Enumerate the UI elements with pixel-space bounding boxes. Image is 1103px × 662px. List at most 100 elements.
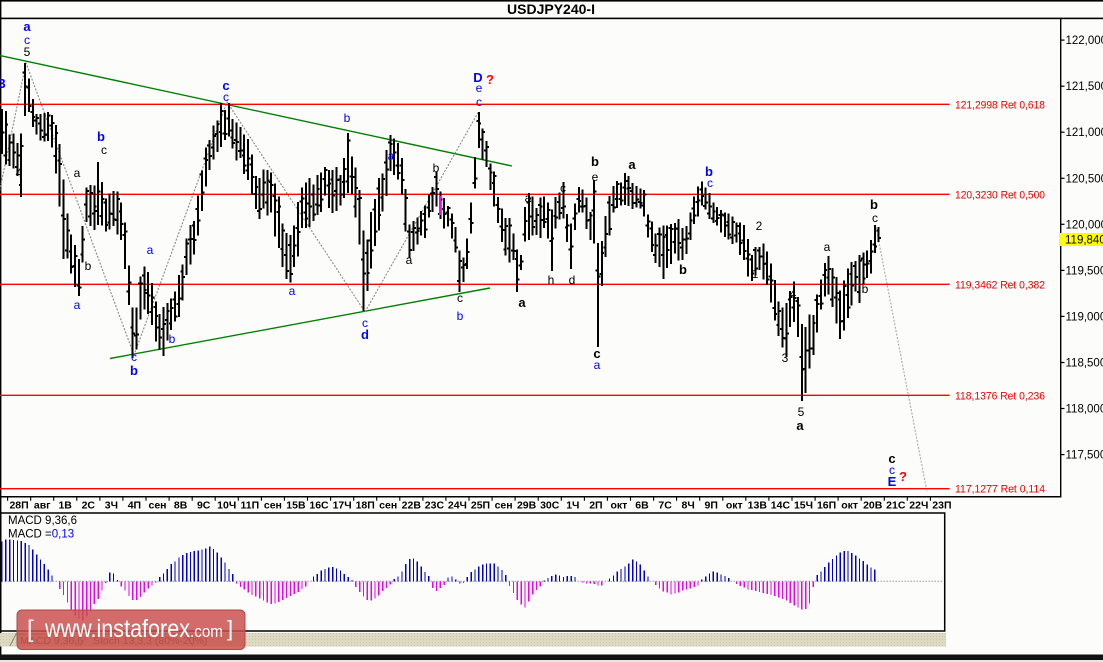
svg-text:www.instaforex: www.instaforex [44, 615, 190, 643]
svg-text:30С: 30С [540, 500, 560, 512]
svg-text:3Ч: 3Ч [105, 500, 118, 512]
svg-text:10Ч: 10Ч [217, 500, 236, 512]
svg-text:a: a [388, 149, 395, 163]
svg-text:b: b [85, 259, 92, 273]
svg-text:121,500: 121,500 [1066, 81, 1103, 93]
svg-text:25П: 25П [471, 500, 490, 512]
svg-text:d: d [361, 327, 369, 342]
svg-text:1В: 1В [58, 500, 72, 512]
svg-text:3: 3 [0, 76, 6, 91]
svg-text:a: a [525, 191, 532, 205]
svg-text:c: c [24, 33, 30, 47]
svg-text:e: e [592, 170, 599, 184]
svg-text:b: b [130, 363, 138, 378]
svg-text:119,3462 Ret 0,382: 119,3462 Ret 0,382 [955, 279, 1045, 291]
svg-text:118,500: 118,500 [1066, 358, 1103, 370]
svg-text:E: E [888, 474, 897, 489]
svg-text:MACD 9,36,6: MACD 9,36,6 [8, 515, 77, 527]
svg-text:20В: 20В [863, 500, 883, 512]
svg-text:119,500: 119,500 [1066, 265, 1103, 277]
svg-text:7С: 7С [658, 500, 672, 512]
svg-text:c: c [872, 211, 878, 225]
svg-text:h: h [548, 273, 555, 287]
svg-text:b: b [870, 197, 878, 212]
svg-text:b: b [433, 161, 440, 175]
svg-text:121,2998 Ret 0,618: 121,2998 Ret 0,618 [955, 99, 1045, 111]
svg-text:a: a [289, 284, 296, 298]
svg-text:8Ч: 8Ч [681, 500, 694, 512]
svg-text:120,3230 Ret 0,500: 120,3230 Ret 0,500 [955, 189, 1045, 201]
svg-text:c: c [707, 176, 713, 190]
svg-text:2П: 2П [589, 500, 602, 512]
svg-text:d: d [569, 273, 576, 287]
svg-text:6В: 6В [635, 500, 649, 512]
svg-text:c: c [888, 451, 895, 466]
svg-text:23П: 23П [932, 500, 951, 512]
svg-text:b: b [457, 309, 464, 323]
svg-text:сен: сен [148, 500, 166, 512]
svg-text:a: a [824, 240, 831, 254]
svg-text:120,500: 120,500 [1066, 173, 1103, 185]
svg-text:14С: 14С [771, 500, 791, 512]
svg-text:18П: 18П [356, 500, 375, 512]
svg-text:a: a [74, 298, 81, 312]
svg-text:11П: 11П [240, 500, 259, 512]
svg-text:c: c [131, 350, 137, 364]
svg-text:b: b [679, 262, 687, 277]
svg-text:4П: 4П [128, 500, 141, 512]
svg-text:13В: 13В [748, 500, 768, 512]
svg-text:.com: .com [190, 622, 223, 641]
svg-text:24Ч: 24Ч [448, 500, 467, 512]
svg-text:119,840: 119,840 [1065, 235, 1103, 247]
svg-text:c: c [889, 463, 895, 477]
svg-text:D: D [473, 70, 482, 85]
svg-text:?: ? [899, 469, 907, 484]
svg-text:окт: окт [841, 500, 858, 512]
svg-text:28П: 28П [9, 500, 28, 512]
svg-text:23С: 23С [425, 500, 445, 512]
svg-text:окт: окт [610, 500, 627, 512]
svg-text:MACD =0,13: MACD =0,13 [8, 529, 74, 541]
svg-text:сен: сен [495, 500, 513, 512]
svg-text:авг: авг [34, 500, 51, 512]
svg-text:16П: 16П [817, 500, 836, 512]
svg-text:1: 1 [752, 267, 759, 281]
svg-text:a: a [406, 253, 413, 267]
svg-text:b: b [591, 154, 599, 169]
svg-text:16С: 16С [309, 500, 329, 512]
svg-text:120,000: 120,000 [1066, 219, 1103, 231]
svg-text:1Ч: 1Ч [566, 500, 579, 512]
svg-text:c: c [101, 143, 107, 157]
svg-text:a: a [594, 358, 601, 372]
svg-text:?: ? [486, 72, 494, 87]
svg-text:21С: 21С [886, 500, 906, 512]
svg-text:окт: окт [726, 500, 743, 512]
svg-text:b: b [705, 164, 713, 179]
svg-text:]: ] [227, 616, 233, 641]
svg-text:117,500: 117,500 [1066, 450, 1103, 462]
svg-text:122,000: 122,000 [1066, 35, 1103, 47]
svg-text:15Ч: 15Ч [794, 500, 813, 512]
svg-text:a: a [147, 243, 154, 257]
svg-text:b: b [97, 129, 105, 144]
svg-text:9П: 9П [705, 500, 718, 512]
svg-text:22Ч: 22Ч [909, 500, 928, 512]
svg-text:2С: 2С [82, 500, 96, 512]
svg-text:117,1277 Ret 0,114: 117,1277 Ret 0,114 [955, 484, 1045, 496]
svg-text:8В: 8В [174, 500, 188, 512]
svg-text:15В: 15В [286, 500, 306, 512]
svg-text:9С: 9С [197, 500, 211, 512]
svg-text:b: b [862, 282, 869, 296]
svg-text:c: c [476, 95, 482, 109]
svg-text:a: a [23, 19, 31, 34]
svg-text:b: b [344, 111, 351, 125]
svg-text:5: 5 [798, 405, 805, 419]
svg-text:3: 3 [782, 351, 789, 365]
svg-text:118,000: 118,000 [1066, 404, 1103, 416]
svg-text:c: c [223, 90, 229, 104]
svg-text:USDJPY240-I: USDJPY240-I [507, 1, 595, 17]
svg-text:c: c [457, 291, 463, 305]
svg-text:a: a [74, 166, 81, 180]
svg-text:121,000: 121,000 [1066, 127, 1103, 139]
svg-text:c: c [593, 346, 600, 361]
